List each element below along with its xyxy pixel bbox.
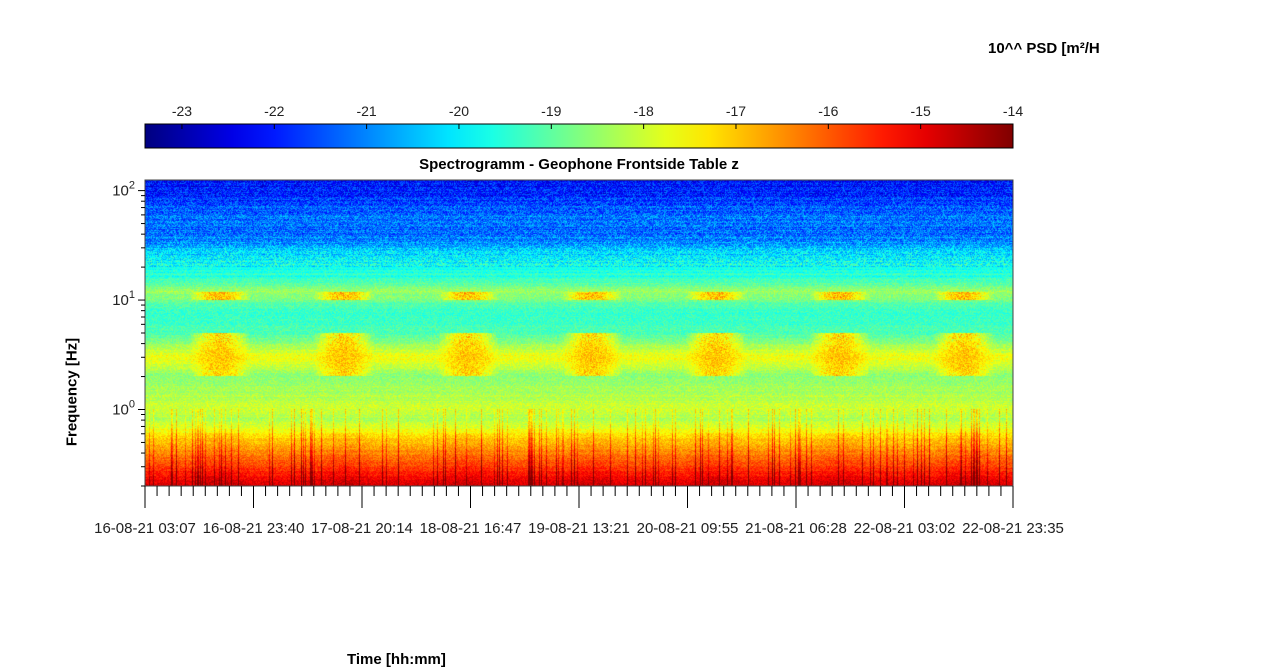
x-tick-label: 20-08-21 09:55: [637, 520, 739, 537]
colorbar-tick-label: -18: [634, 103, 654, 119]
colorbar-gradient: [144, 123, 1014, 149]
spectrogram-canvas: [145, 180, 1013, 486]
x-tick-label: 17-08-21 20:14: [311, 520, 413, 537]
colorbar-tick-label: -22: [264, 103, 284, 119]
y-tick-exponent: 2: [129, 180, 135, 192]
x-tick-label: 18-08-21 16:47: [420, 520, 522, 537]
colorbar-tick-label: -23: [172, 103, 192, 119]
y-tick-exponent: 1: [129, 289, 135, 301]
colorbar-tick-label: -20: [449, 103, 469, 119]
colorbar-tick-label: -19: [541, 103, 561, 119]
x-tick-label: 16-08-21 23:40: [203, 520, 305, 537]
colorbar-tick-label: -15: [911, 103, 931, 119]
x-tick-label: 21-08-21 06:28: [745, 520, 847, 537]
y-tick-base: 10: [112, 292, 129, 309]
x-axis: 16-08-21 03:07 16-08-21 23:40 17-08-21 20:…: [94, 486, 1064, 537]
colorbar-tick-label: -14: [1003, 103, 1023, 119]
x-axis-label: Time [hh:mm]: [347, 651, 446, 668]
x-tick-label: 22-08-21 23:35: [962, 520, 1064, 537]
y-tick-label: 100: [112, 399, 135, 419]
plot-area: [144, 179, 1014, 487]
colorbar-title: 10^^ PSD [m²/H: [988, 40, 1100, 57]
colorbar: -23 -22 -21 -20 -19 -18 -17 -16 -15 -14: [144, 103, 1023, 149]
x-tick-label: 19-08-21 13:21: [528, 520, 630, 537]
y-tick-base: 10: [112, 183, 129, 200]
colorbar-tick-label: -16: [818, 103, 838, 119]
y-tick-exponent: 0: [129, 399, 135, 411]
x-tick-label: 22-08-21 03:02: [854, 520, 956, 537]
y-tick-label: 101: [112, 289, 135, 309]
y-tick-label: 102: [112, 180, 135, 200]
colorbar-tick-label: -21: [356, 103, 376, 119]
spectrogram-image: [145, 180, 1013, 486]
chart-title: Spectrogramm - Geophone Frontside Table …: [419, 156, 739, 173]
colorbar-tick-label: -17: [726, 103, 746, 119]
x-tick-label: 16-08-21 03:07: [94, 520, 196, 537]
y-tick-base: 10: [112, 402, 129, 419]
